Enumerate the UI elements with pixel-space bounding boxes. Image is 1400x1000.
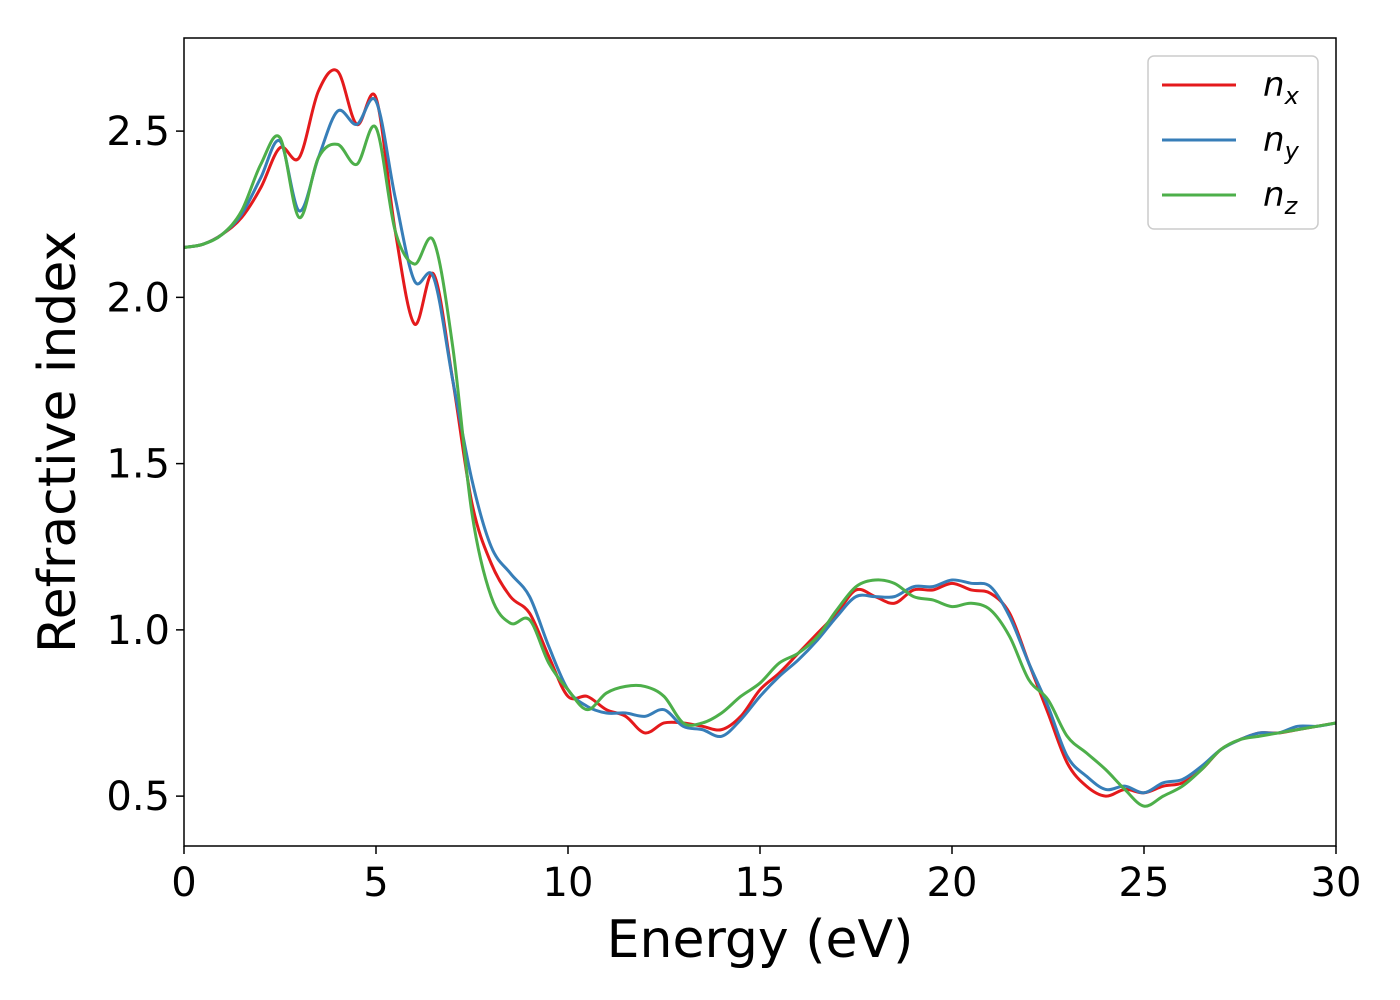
legend-box xyxy=(1147,55,1319,230)
x-tick-label: 30 xyxy=(1311,860,1362,906)
legend-label-nz: nz xyxy=(1263,175,1299,220)
legend: nx ny nz xyxy=(1147,55,1319,230)
series-line-nz xyxy=(184,124,1336,808)
x-tick-label: 10 xyxy=(543,860,594,906)
x-axis-label: Energy (eV) xyxy=(607,910,914,970)
legend-label-ny: ny xyxy=(1263,120,1300,165)
x-tick-label: 0 xyxy=(171,860,196,906)
y-tick-label: 2.0 xyxy=(106,275,170,321)
y-tick-label: 1.0 xyxy=(106,608,170,654)
x-tick-label: 5 xyxy=(363,860,388,906)
y-tick-label: 1.5 xyxy=(106,442,170,488)
y-tick-label: 0.5 xyxy=(106,774,170,820)
legend-label-nx: nx xyxy=(1263,65,1300,110)
y-axis-label: Refractive index xyxy=(28,231,88,653)
series-line-ny xyxy=(184,97,1336,795)
x-tick-label: 20 xyxy=(927,860,978,906)
x-tick-label: 15 xyxy=(735,860,786,906)
x-tick-label: 25 xyxy=(1119,860,1170,906)
y-tick-label: 2.5 xyxy=(106,109,170,155)
